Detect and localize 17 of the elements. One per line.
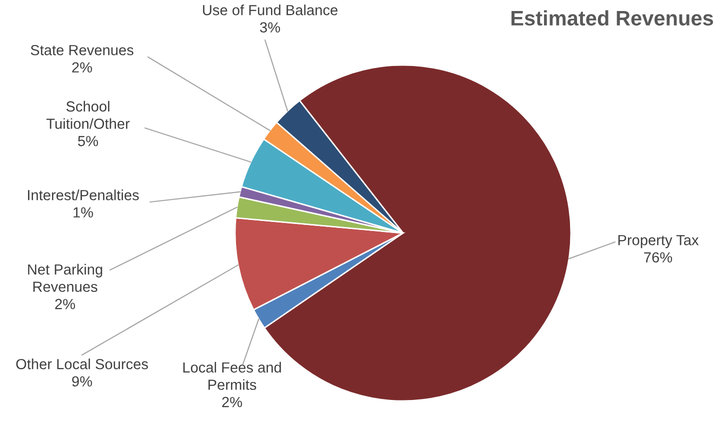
slice-label: Property Tax [618, 235, 699, 248]
data-label: 9% [72, 376, 92, 387]
slice-label: State Revenues [30, 44, 134, 56]
data-label: 2% [222, 396, 242, 408]
data-label: 3% [260, 22, 280, 33]
slice-label: Net Parking Revenues [28, 264, 102, 292]
data-label: 5% [78, 136, 98, 146]
data-label: 1% [74, 207, 94, 218]
slice-label: Interest/Penalties [28, 190, 139, 200]
data-label: 2% [55, 298, 76, 310]
data-label: 2% [72, 62, 92, 73]
slice-label: Local Fees and Permits [183, 362, 281, 390]
chart-title: Estimated Revenues [512, 10, 714, 26]
data-label: 76% [644, 252, 672, 263]
slice-label: Other Local Sources [16, 358, 148, 370]
slice-label: Use of Fund Balance [203, 4, 338, 16]
slice-label: School Tuition/Other [46, 100, 130, 129]
